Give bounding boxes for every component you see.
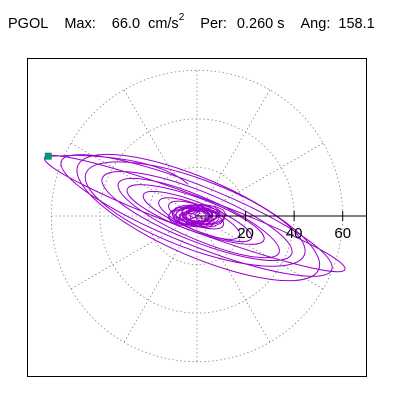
max-unit-text: cm/s [148, 15, 179, 32]
grid-spoke-210 [70, 215, 198, 290]
peak-trace [48, 154, 189, 185]
peak-marker [44, 152, 52, 160]
radial-axis [197, 211, 366, 221]
chart-header: PGOL Max: 66.0 cm/s2 Per: 0.260 s Ang: 1… [8, 12, 375, 36]
period-label: Per: [200, 15, 227, 32]
radial-tick-label-3: 60 [334, 225, 351, 242]
orbit-traces [43, 153, 346, 282]
grid-spoke-240 [123, 215, 198, 343]
angle-label: Ang: [300, 15, 331, 32]
grid-spoke-120 [123, 89, 198, 217]
orbit-loop-5 [101, 171, 293, 261]
radial-tick-label-2: 40 [286, 225, 303, 242]
orbit-loop-7 [126, 184, 265, 245]
max-value: 66.0 [111, 15, 141, 32]
polar-plot: 20 40 60 [27, 58, 367, 377]
max-unit: cm/s2 [144, 12, 185, 32]
marker-group [44, 152, 52, 160]
tick-labels: 20 40 60 [237, 225, 351, 242]
orbit-loop-3 [76, 153, 321, 282]
radial-tick-label-1: 20 [237, 225, 254, 242]
orbit-loop-6 [117, 177, 280, 259]
orbit-loop-4 [84, 161, 306, 267]
orbit-loop-2 [60, 154, 333, 277]
grid-spoke-60 [196, 89, 271, 217]
period-value: 0.260 s [236, 15, 285, 32]
max-label: Max: [64, 15, 96, 32]
max-unit-exponent: 2 [178, 12, 185, 23]
angle-value: 158.1 [338, 15, 375, 32]
component-label: PGOL [8, 15, 49, 32]
orbit-core-trace [167, 203, 227, 228]
